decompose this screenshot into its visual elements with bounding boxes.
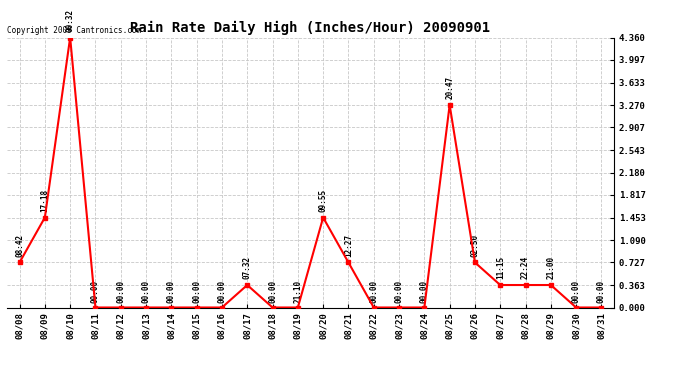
Text: 00:00: 00:00 bbox=[268, 280, 277, 303]
Text: 07:32: 07:32 bbox=[243, 256, 252, 279]
Text: 00:00: 00:00 bbox=[141, 280, 150, 303]
Text: 00:00: 00:00 bbox=[369, 280, 378, 303]
Text: 00:00: 00:00 bbox=[91, 280, 100, 303]
Text: 00:00: 00:00 bbox=[217, 280, 226, 303]
Text: 00:00: 00:00 bbox=[395, 280, 404, 303]
Text: 00:00: 00:00 bbox=[116, 280, 126, 303]
Text: 00:00: 00:00 bbox=[192, 280, 201, 303]
Text: 21:10: 21:10 bbox=[293, 280, 302, 303]
Text: 08:42: 08:42 bbox=[15, 234, 24, 257]
Text: 20:47: 20:47 bbox=[445, 76, 454, 99]
Text: 09:55: 09:55 bbox=[319, 189, 328, 212]
Text: 00:32: 00:32 bbox=[66, 9, 75, 32]
Text: 00:00: 00:00 bbox=[167, 280, 176, 303]
Text: 22:24: 22:24 bbox=[521, 256, 530, 279]
Text: 12:27: 12:27 bbox=[344, 234, 353, 257]
Text: 00:00: 00:00 bbox=[420, 280, 429, 303]
Text: 21:00: 21:00 bbox=[546, 256, 555, 279]
Text: 00:00: 00:00 bbox=[597, 280, 606, 303]
Text: 17:18: 17:18 bbox=[40, 189, 50, 212]
Text: Copyright 2009 Cantronics.com: Copyright 2009 Cantronics.com bbox=[7, 26, 141, 35]
Text: 11:15: 11:15 bbox=[495, 256, 505, 279]
Text: 02:50: 02:50 bbox=[471, 234, 480, 257]
Text: 00:00: 00:00 bbox=[571, 280, 581, 303]
Title: Rain Rate Daily High (Inches/Hour) 20090901: Rain Rate Daily High (Inches/Hour) 20090… bbox=[130, 21, 491, 35]
